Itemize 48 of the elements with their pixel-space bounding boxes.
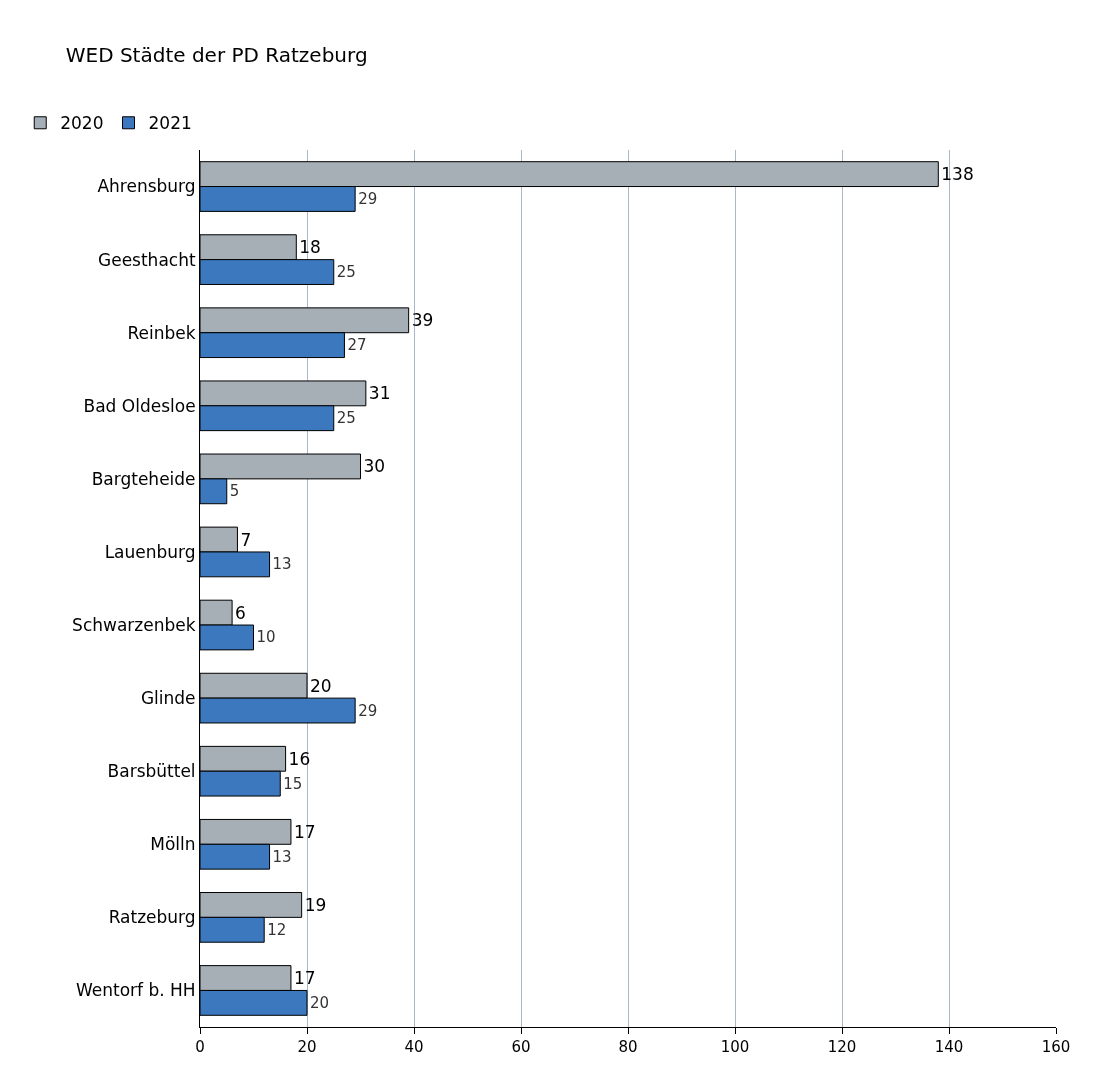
- y-tick-label: Glinde: [140, 688, 196, 709]
- data-label: 25: [336, 263, 356, 282]
- data-label: 6: [235, 602, 246, 623]
- data-label: 39: [411, 310, 434, 331]
- data-label: 138: [941, 164, 974, 185]
- y-tick-label: Wentorf b. HH: [75, 980, 196, 1001]
- chart-title: WED Städte der PD Ratzeburg: [65, 43, 368, 68]
- x-tick-label: 0: [195, 1038, 205, 1056]
- y-tick-label: Barsbüttel: [107, 761, 196, 782]
- data-label: 31: [368, 383, 391, 404]
- legend-label: 2020: [60, 113, 104, 134]
- data-label: 30: [363, 456, 386, 477]
- data-label: 20: [310, 993, 330, 1012]
- data-label: 16: [288, 748, 311, 769]
- y-tick-label: Mölln: [150, 834, 196, 855]
- x-tick-label: 160: [1041, 1038, 1071, 1056]
- y-tick-label: Bargteheide: [91, 468, 196, 489]
- data-label: 13: [272, 555, 292, 574]
- data-label: 17: [293, 968, 316, 989]
- y-tick-label: Lauenburg: [104, 541, 196, 562]
- x-tick-label: 60: [511, 1038, 531, 1056]
- x-tick-label: 80: [618, 1038, 638, 1056]
- x-tick-label: 120: [827, 1038, 857, 1056]
- y-tick-label: Reinbek: [127, 322, 196, 343]
- data-label: 18: [299, 237, 321, 258]
- data-label: 10: [256, 628, 276, 647]
- y-tick-label: Geesthacht: [98, 249, 196, 270]
- y-tick-label: Ratzeburg: [108, 907, 196, 928]
- data-label: 13: [272, 847, 292, 866]
- x-tick-label: 20: [297, 1038, 317, 1056]
- data-label: 29: [358, 189, 378, 208]
- data-label: 17: [293, 821, 316, 842]
- data-label: 27: [347, 336, 367, 355]
- data-label: 25: [336, 409, 356, 428]
- data-label: 5: [229, 482, 240, 501]
- data-label: 15: [283, 774, 303, 793]
- y-tick-label: Schwarzenbek: [72, 614, 196, 635]
- y-tick-label: Bad Oldesloe: [83, 395, 196, 416]
- x-tick-label: 40: [404, 1038, 424, 1056]
- x-tick-label: 140: [934, 1038, 964, 1056]
- data-label: 12: [267, 920, 287, 939]
- legend-label: 2021: [148, 113, 192, 134]
- y-tick-label: Ahrensburg: [97, 176, 196, 197]
- data-label: 7: [240, 529, 252, 550]
- data-label: 20: [310, 675, 332, 696]
- x-tick-label: 100: [720, 1038, 750, 1056]
- data-label: 29: [358, 701, 378, 720]
- data-label: 19: [304, 894, 327, 915]
